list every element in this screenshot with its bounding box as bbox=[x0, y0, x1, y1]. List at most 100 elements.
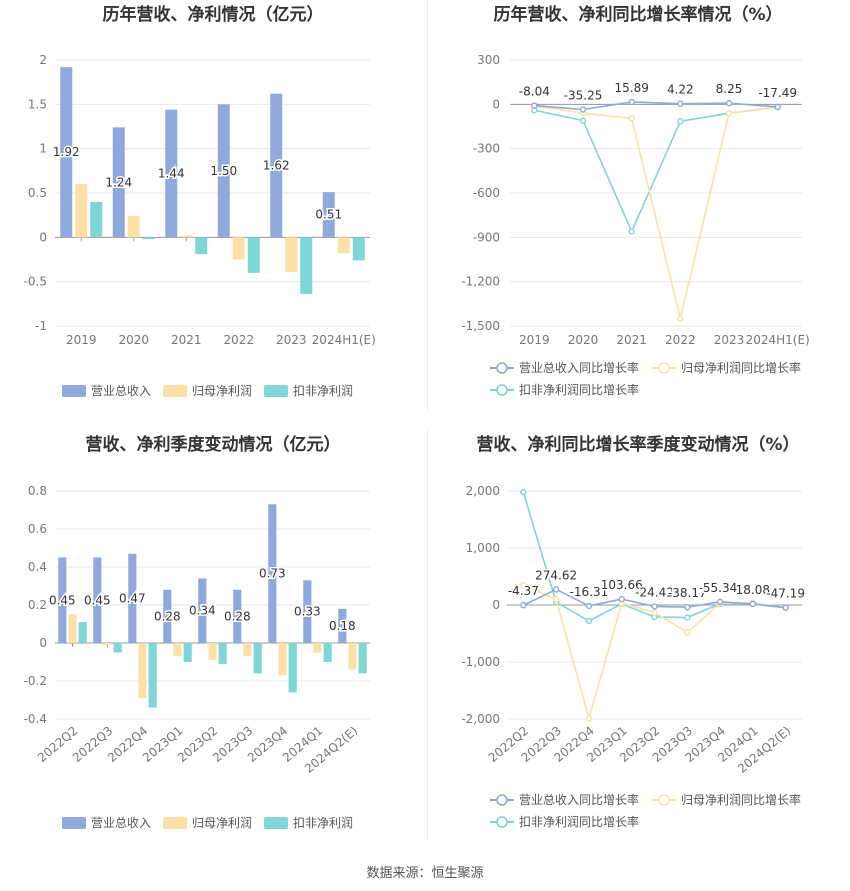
y-tick-label: 0.4 bbox=[28, 560, 47, 574]
chart-title: 营收、净利同比增长率季度变动情况（%） bbox=[476, 434, 799, 455]
vertical-divider-bottom bbox=[427, 430, 428, 840]
line-data-label: 15.89 bbox=[614, 81, 648, 95]
y-tick-label: -1,200 bbox=[461, 275, 500, 289]
x-tick-label: 2021 bbox=[171, 333, 202, 347]
bar-deducted-profit bbox=[352, 237, 365, 261]
chart-title: 营收、净利季度变动情况（亿元） bbox=[86, 434, 341, 455]
bar-net-profit bbox=[127, 216, 140, 238]
bar-deducted-profit bbox=[148, 643, 157, 708]
x-tick-label: 2019 bbox=[66, 333, 97, 347]
line-point bbox=[684, 603, 691, 611]
legend-swatch-marker bbox=[496, 362, 508, 374]
bar-revenue bbox=[198, 578, 207, 643]
legend-swatch bbox=[62, 385, 86, 397]
legend-swatch-marker bbox=[658, 362, 670, 374]
bar-data-label: 0.33 bbox=[294, 605, 321, 619]
bar-data-label: 1.24 bbox=[105, 175, 132, 189]
legend-label: 归母净利润 bbox=[192, 384, 252, 398]
y-tick-label: 0 bbox=[39, 230, 47, 244]
y-tick-label: 1 bbox=[39, 142, 47, 156]
line-data-label: 274.62 bbox=[535, 568, 577, 582]
x-tick-label: 2021 bbox=[616, 333, 647, 347]
y-tick-label: 0 bbox=[492, 97, 500, 111]
legend-label: 营业总收入同比增长率 bbox=[519, 792, 639, 807]
bar-net-profit bbox=[103, 643, 112, 645]
line-point bbox=[677, 118, 684, 125]
bar-data-label: 1.44 bbox=[158, 166, 185, 180]
legend-swatch-marker bbox=[496, 816, 508, 828]
legend-swatch bbox=[163, 817, 187, 829]
bar-revenue bbox=[338, 608, 347, 643]
bar-data-label: 1.92 bbox=[53, 145, 80, 159]
line-point bbox=[774, 103, 781, 111]
x-tick-label: 2024H1(E) bbox=[746, 333, 810, 347]
bar-data-label: 0.73 bbox=[259, 567, 286, 581]
y-tick-label: -300 bbox=[473, 142, 500, 156]
bar-revenue bbox=[163, 589, 172, 643]
bar-revenue bbox=[128, 553, 137, 643]
line-point bbox=[749, 600, 757, 608]
line-point bbox=[684, 614, 691, 621]
bar-net-profit bbox=[243, 643, 252, 657]
bar-revenue bbox=[303, 580, 312, 643]
y-tick-label: 300 bbox=[477, 53, 500, 67]
x-tick-label: 2020 bbox=[568, 333, 599, 347]
bar-revenue bbox=[233, 589, 242, 643]
legend-swatch bbox=[264, 385, 288, 397]
legend-label: 营业总收入 bbox=[91, 384, 151, 398]
x-tick-label: 2023 bbox=[276, 333, 307, 347]
bar-revenue bbox=[322, 192, 335, 238]
bar-deducted-profit bbox=[358, 643, 367, 674]
line-point bbox=[725, 99, 733, 107]
line-series-revenue-growth bbox=[534, 101, 778, 111]
y-tick-label: -600 bbox=[473, 186, 500, 200]
line-point bbox=[520, 488, 527, 496]
legend-label: 营业总收入 bbox=[91, 816, 151, 830]
bar-revenue bbox=[165, 109, 178, 238]
line-point bbox=[628, 228, 635, 235]
x-tick-label: 2023 bbox=[714, 333, 745, 347]
legend-label: 扣非净利润同比增长率 bbox=[519, 382, 639, 397]
line-point bbox=[628, 98, 635, 106]
line-point bbox=[628, 115, 635, 122]
legend-swatch bbox=[163, 385, 187, 397]
line-point bbox=[677, 315, 684, 322]
x-tick-label: 2020 bbox=[118, 333, 149, 347]
bar-data-label: 0.45 bbox=[49, 593, 76, 607]
legend-label: 归母净利润 bbox=[192, 816, 252, 830]
legend-label: 营业总收入同比增长率 bbox=[519, 360, 639, 375]
line-series-deducted-profit-growth bbox=[522, 491, 786, 622]
chart-title: 历年营收、净利情况（亿元） bbox=[103, 4, 324, 25]
chart-title: 历年营收、净利同比增长率情况（%） bbox=[493, 4, 782, 25]
bar-revenue bbox=[60, 67, 73, 238]
line-point bbox=[585, 715, 593, 722]
y-tick-label: -0.5 bbox=[24, 275, 47, 289]
bar-deducted-profit bbox=[288, 643, 297, 693]
line-data-label: 8.25 bbox=[716, 82, 743, 96]
y-tick-label: -0.2 bbox=[24, 674, 47, 688]
line-point bbox=[651, 603, 658, 610]
y-tick-label: 0.8 bbox=[28, 484, 47, 498]
line-data-label: 4.22 bbox=[667, 83, 694, 97]
bar-deducted-profit bbox=[183, 643, 192, 662]
y-tick-label: 0 bbox=[492, 598, 500, 612]
bar-data-label: 0.34 bbox=[189, 604, 216, 618]
bar-net-profit bbox=[285, 237, 298, 272]
bar-revenue bbox=[58, 557, 67, 643]
line-data-label: -47.19 bbox=[766, 587, 805, 601]
line-point bbox=[585, 617, 593, 625]
bar-net-profit bbox=[337, 237, 350, 254]
line-point bbox=[520, 602, 527, 609]
bar-revenue bbox=[112, 127, 125, 238]
bar-deducted-profit bbox=[300, 237, 313, 295]
y-tick-label: -900 bbox=[473, 230, 500, 244]
bar-data-label: 0.28 bbox=[224, 609, 251, 623]
line-point bbox=[618, 595, 625, 603]
bar-revenue bbox=[268, 504, 277, 643]
line-point bbox=[677, 100, 684, 107]
bar-deducted-profit bbox=[247, 237, 260, 273]
y-tick-label: -1,500 bbox=[461, 319, 500, 333]
line-data-label: -4.37 bbox=[508, 584, 539, 598]
y-tick-label: -0.4 bbox=[24, 712, 47, 726]
y-tick-label: -2,000 bbox=[461, 712, 500, 726]
